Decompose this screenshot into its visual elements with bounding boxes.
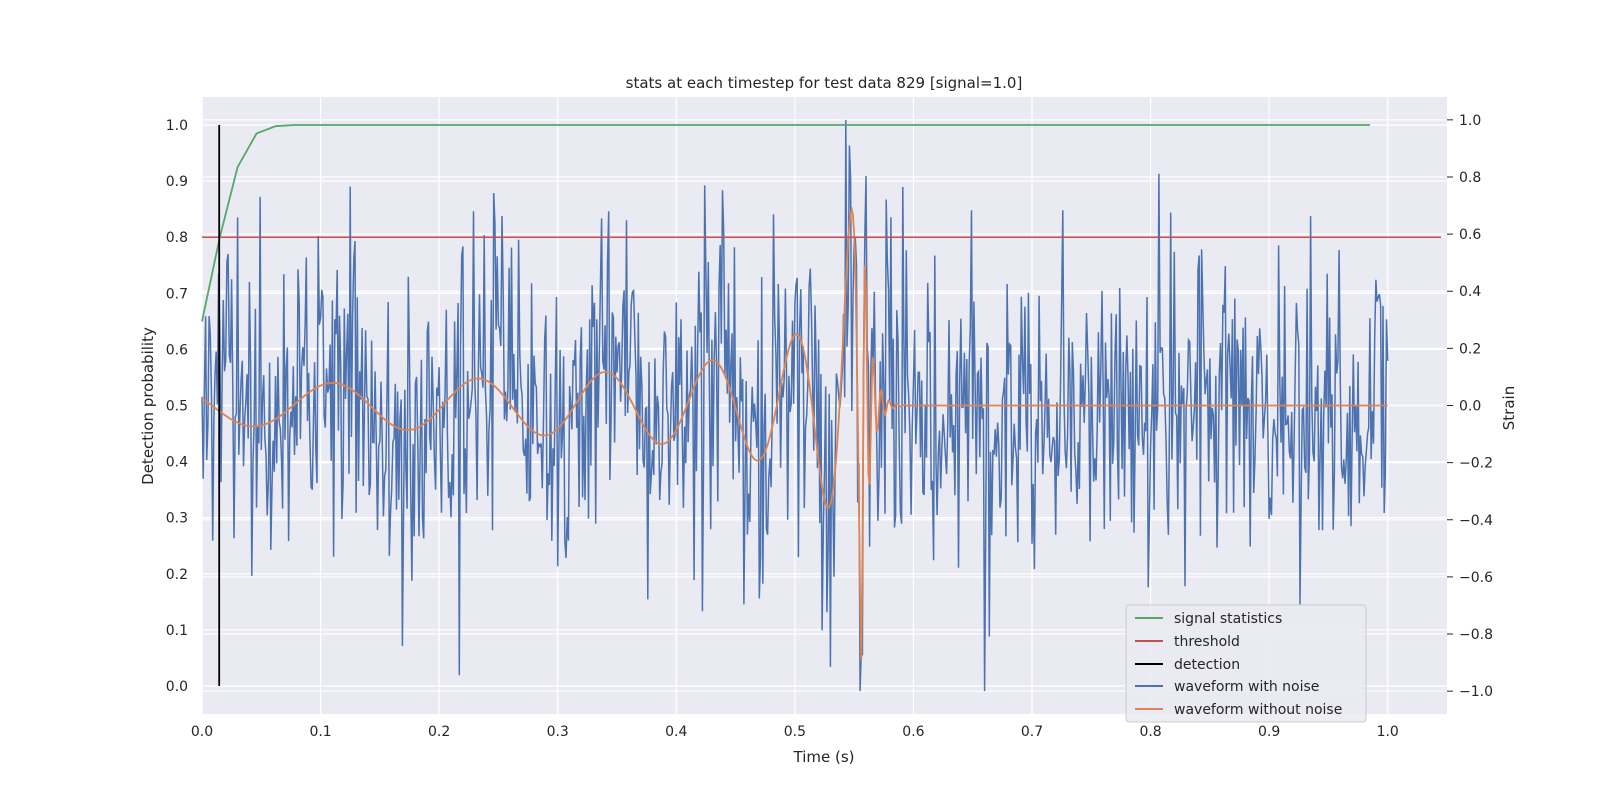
y-right-tick-label: 0.4 (1459, 284, 1481, 300)
y-left-tick-label: 1.0 (166, 118, 188, 134)
x-tick-label: 0.0 (191, 724, 213, 740)
legend-label-waveform-without-noise: waveform without noise (1174, 702, 1342, 718)
y-left-tick-label: 0.1 (166, 623, 188, 639)
series-waveform-without-noise (201, 206, 1388, 661)
y-right-tick-label: 0.0 (1459, 399, 1481, 415)
x-tick-label: 0.3 (547, 724, 569, 740)
line-signal-statistics (201, 124, 1370, 322)
y-axis-right-label: Strain (1500, 386, 1518, 430)
x-tick-label: 1.0 (1377, 724, 1399, 740)
x-tick-label: 0.4 (665, 724, 687, 740)
y-right-tick-label: 0.8 (1459, 170, 1481, 186)
line-waveform-without-noise (201, 206, 1388, 661)
x-axis-ticks: 0.0 0.1 0.2 0.3 0.4 0.5 0.6 0.7 0.8 0.9 1.0 (191, 724, 1399, 740)
legend-label-detection: detection (1174, 657, 1240, 673)
y-right-tick-label: −0.8 (1459, 627, 1493, 643)
legend-box (1125, 604, 1367, 723)
y-right-tick-label: −1.0 (1459, 684, 1493, 700)
y-left-tick-label: 0.0 (166, 679, 188, 695)
y-right-tick-label: 0.6 (1459, 227, 1481, 243)
legend-label-signal-statistics: signal statistics (1174, 611, 1282, 627)
y-left-tick-label: 0.4 (166, 455, 188, 471)
y-left-tick-label: 0.6 (166, 342, 188, 358)
x-axis-label: Time (s) (793, 748, 855, 766)
y-axis-left-label: Detection probability (139, 327, 157, 485)
y-left-tick-label: 0.3 (166, 511, 188, 527)
line-waveform-with-noise (201, 119, 1389, 692)
y-left-tick-label: 0.9 (166, 174, 188, 190)
y-axis-left-ticks: 0.0 0.1 0.2 0.3 0.4 0.5 0.6 0.7 0.8 0.9 1.0 (166, 118, 188, 695)
x-tick-label: 0.8 (1139, 724, 1161, 740)
x-tick-label: 0.1 (309, 724, 331, 740)
y-left-tick-label: 0.2 (166, 567, 188, 583)
x-tick-label: 0.7 (1021, 724, 1043, 740)
y-left-tick-label: 0.8 (166, 230, 188, 246)
y-right-tick-label: 1.0 (1459, 113, 1481, 129)
y-left-tick-label: 0.5 (166, 399, 188, 415)
plot-area (201, 119, 1442, 692)
legend-label-threshold: threshold (1174, 634, 1240, 650)
y-left-tick-label: 0.7 (166, 286, 188, 302)
y-right-tick-label: −0.4 (1459, 513, 1493, 529)
x-tick-label: 0.9 (1258, 724, 1280, 740)
chart-title: stats at each timestep for test data 829… (626, 74, 1023, 92)
legend-label-waveform-with-noise: waveform with noise (1174, 679, 1319, 695)
legend: signal statistics threshold detection wa… (1125, 604, 1367, 723)
x-tick-label: 0.2 (428, 724, 450, 740)
y-right-tick-label: −0.2 (1459, 456, 1493, 472)
x-tick-label: 0.6 (902, 724, 924, 740)
x-tick-label: 0.5 (784, 724, 806, 740)
y-right-tick-label: −0.6 (1459, 570, 1493, 586)
y-axis-right-ticks: −1.0 −0.8 −0.6 −0.4 −0.2 0.0 0.2 0.4 0.6 0.8 1.0 (1447, 113, 1493, 700)
series-waveform-with-noise (201, 119, 1389, 692)
y-right-tick-label: 0.2 (1459, 341, 1481, 357)
series-signal-statistics (201, 124, 1370, 322)
